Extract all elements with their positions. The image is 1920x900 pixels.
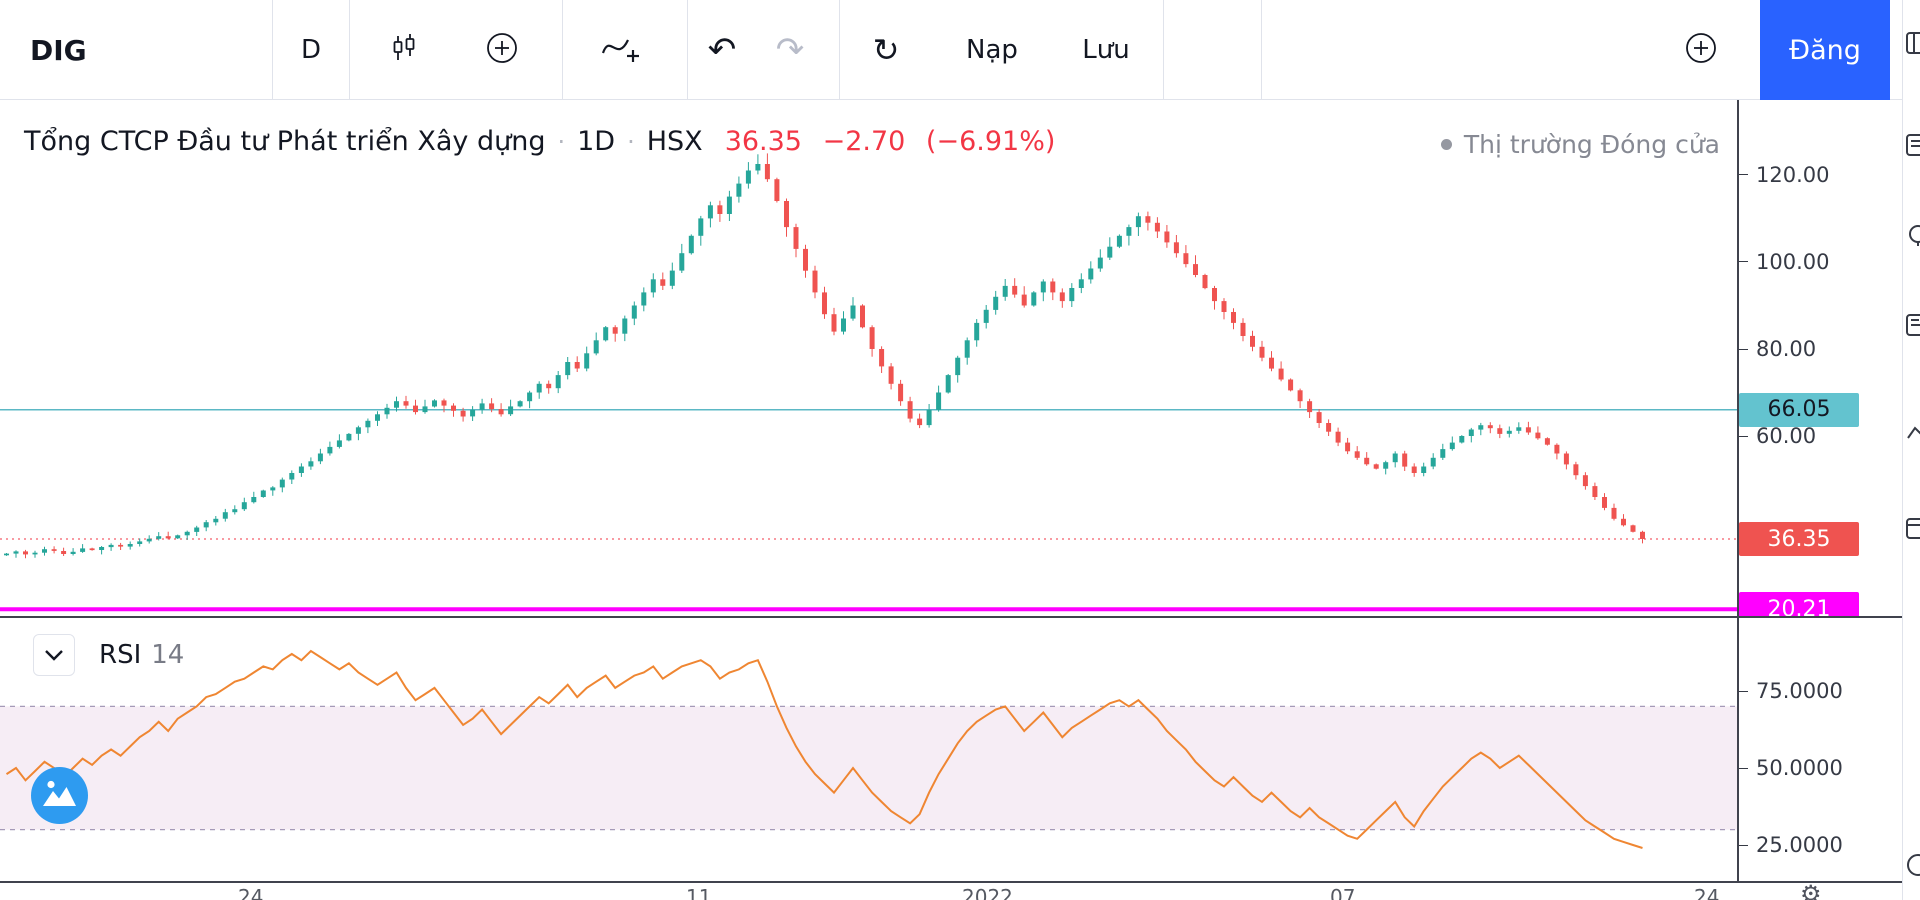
calendar-icon[interactable] (1905, 515, 1920, 541)
gear-icon[interactable]: ⚙ (1800, 883, 1822, 900)
time-axis-label: 11 (686, 885, 712, 900)
news-icon[interactable] (1905, 312, 1920, 338)
rsi-length-label: 14 (151, 640, 185, 670)
right-sidebar (1902, 0, 1920, 900)
legend-dot: · (557, 127, 566, 156)
toolbar-separator (687, 0, 688, 100)
quote-block: 36.35 −2.70 (−6.91%) (725, 126, 1068, 157)
publish-button[interactable]: Đăng (1760, 0, 1890, 100)
rsi-tick: 75.0000 (1739, 678, 1843, 704)
price-change-percent: (−6.91%) (925, 126, 1056, 157)
hotlist-icon[interactable] (1905, 418, 1920, 444)
plus-circle-icon (1683, 30, 1719, 70)
panel-icon[interactable] (1905, 30, 1920, 56)
pane-divider[interactable] (0, 616, 1902, 618)
rsi-header: RSI 14 (33, 634, 184, 676)
axis-border (1737, 100, 1739, 883)
candlestick-icon (388, 32, 420, 68)
chart-title[interactable]: Tổng CTCP Đầu tư Phát triển Xây dựng (24, 126, 546, 157)
time-axis[interactable]: ⚙ 24 11 2022 07 24 (0, 883, 1902, 900)
alerts-icon[interactable] (1905, 222, 1920, 248)
price-level-badge: 20.21 (1739, 592, 1859, 618)
rsi-indicator-label[interactable]: RSI (99, 640, 142, 670)
market-status-label: Thị trường Đóng cửa (1463, 130, 1720, 159)
refresh-icon: ↻ (872, 31, 900, 69)
price-change: −2.70 (822, 126, 906, 157)
time-axis-label: 24 (1694, 885, 1720, 900)
market-status-dot-icon (1440, 139, 1452, 150)
price-tick: 60.00 (1739, 423, 1816, 449)
toolbar-separator (1163, 0, 1164, 100)
add-panel-button[interactable] (1668, 0, 1734, 100)
time-axis-label: 07 (1330, 885, 1356, 900)
rsi-collapse-button[interactable] (33, 634, 75, 676)
time-axis-label: 2022 (962, 885, 1013, 900)
time-axis-border (0, 881, 1902, 883)
redo-icon: ↷ (775, 30, 805, 70)
chevron-down-icon (44, 646, 64, 665)
undo-icon: ↶ (707, 30, 737, 70)
chart-legend[interactable]: Tổng CTCP Đầu tư Phát triển Xây dựng · 1… (24, 126, 1067, 157)
price-tick: 80.00 (1739, 336, 1816, 362)
watchlist-icon[interactable] (1905, 132, 1920, 158)
rsi-tick: 25.0000 (1739, 832, 1843, 858)
rsi-axis[interactable]: 75.0000 50.0000 25.0000 (1739, 618, 1902, 881)
toolbar-separator (562, 0, 563, 100)
undo-button[interactable]: ↶ (696, 0, 748, 100)
compare-add-button[interactable] (472, 0, 532, 100)
candlestick-chart[interactable] (0, 100, 1738, 618)
last-price: 36.35 (724, 126, 802, 157)
chart-exchange-label: HSX (646, 126, 703, 157)
price-axis[interactable]: 120.00 100.00 80.00 60.00 66.05 36.35 20.21 (1739, 100, 1902, 618)
toolbar-separator (839, 0, 840, 100)
help-icon[interactable] (1905, 852, 1920, 878)
price-level-badge: 66.05 (1739, 392, 1859, 427)
chart-interval-label: 1D (577, 126, 616, 157)
save-layout-button[interactable]: Lưu (1082, 35, 1130, 65)
price-tick: 120.00 (1739, 162, 1829, 188)
price-tick: 100.00 (1739, 249, 1829, 275)
indicator-curve-plus-icon (600, 31, 642, 69)
reset-chart-button[interactable]: ↻ (858, 0, 914, 100)
toolbar-separator (1261, 0, 1262, 100)
plus-circle-icon (484, 30, 520, 70)
indicators-button[interactable] (588, 0, 654, 100)
interval-button[interactable]: D (300, 35, 322, 65)
load-layout-button[interactable]: Nạp (966, 35, 1018, 65)
legend-dot: · (627, 127, 635, 156)
toolbar-separator (272, 0, 273, 100)
top-toolbar: DIG D ↶ ↷ ↻ Nạp Lưu (0, 0, 1920, 100)
chart-style-button[interactable] (374, 0, 434, 100)
redo-button[interactable]: ↷ (764, 0, 816, 100)
market-status: Thị trường Đóng cửa (1440, 130, 1720, 159)
time-axis-label: 24 (238, 885, 264, 900)
tradingview-logo[interactable] (31, 767, 88, 824)
toolbar-separator (349, 0, 350, 100)
price-level-badge: 36.35 (1739, 522, 1859, 556)
rsi-tick: 50.0000 (1739, 755, 1843, 781)
symbol-button[interactable]: DIG (30, 33, 87, 67)
rsi-chart[interactable] (0, 618, 1738, 881)
